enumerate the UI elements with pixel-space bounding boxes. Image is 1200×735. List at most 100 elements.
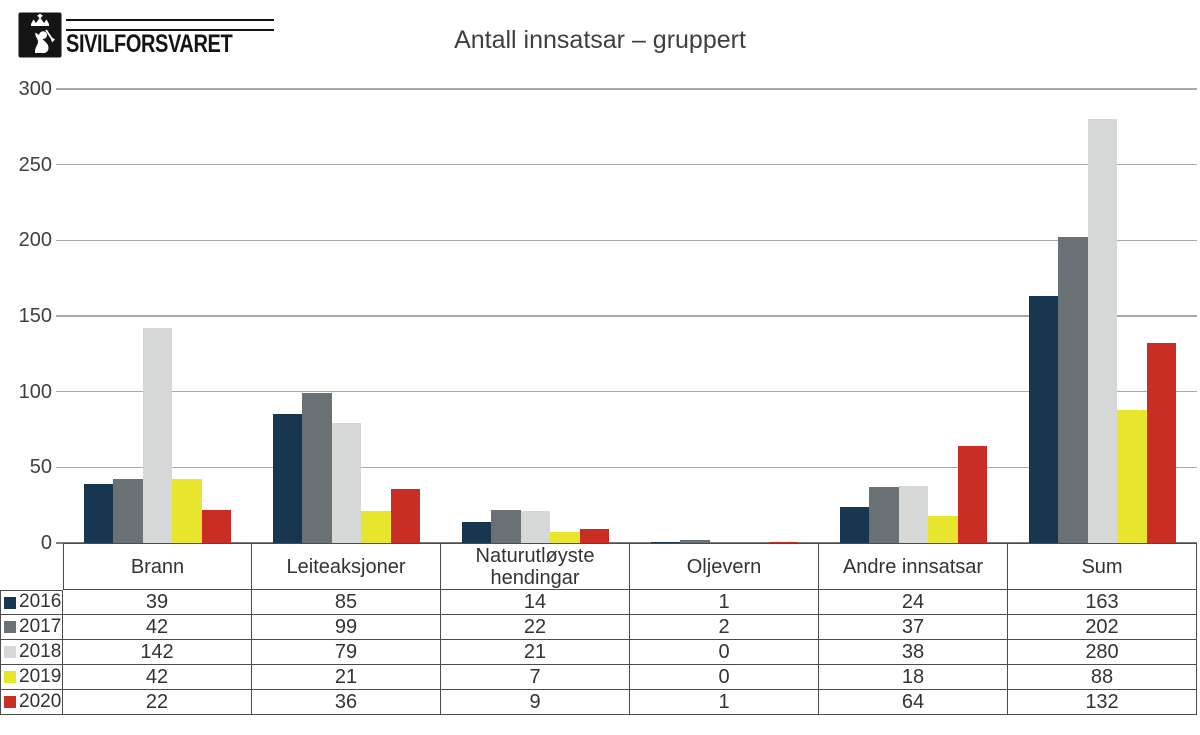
table-value-cell: 22 [441,615,630,640]
chart-bar [142,328,173,543]
table-year-cell: 2016 [0,590,63,615]
legend-swatch [4,621,16,633]
table-value-cell: 9 [441,690,630,715]
legend-swatch [4,596,16,609]
chart-bar [272,414,303,543]
legend-swatch [4,671,16,683]
chart-bar [898,485,929,543]
y-axis-label: 50 [29,456,52,479]
chart-bar [680,539,710,543]
gridline [56,390,1197,393]
table-value-cell: 21 [252,665,441,690]
table-value-cell: 38 [819,640,1008,665]
y-axis-label: 200 [18,229,52,252]
chart-bar [1058,237,1088,543]
legend-swatch [4,646,16,658]
table-value-cell: 37 [819,615,1008,640]
chart-bar [83,483,114,543]
year-label: 2016 [19,591,62,613]
chart-bar [1028,296,1059,543]
table-header-cell: Leiteaksjoner [252,543,441,590]
table-value-cell: 36 [252,690,441,715]
y-axis-label: 250 [18,153,52,176]
chart-title: Antall innsatsar – gruppert [454,26,746,54]
table-value-cell: 85 [252,590,441,615]
table-value-cell: 22 [63,690,252,715]
table-year-cell: 2017 [0,615,63,640]
gridline [56,466,1197,469]
y-axis-label: 300 [18,78,52,100]
chart-bar [1117,409,1147,543]
y-axis-label: 150 [18,305,52,327]
table-value-cell: 64 [819,690,1008,715]
gridline [56,163,1197,166]
table-year-cell: 2019 [0,665,63,690]
chart-bar [491,509,521,543]
chart-bar [172,479,202,543]
table-value-cell: 21 [441,640,630,665]
table-value-cell: 202 [1008,615,1197,640]
year-label: 2018 [19,641,62,662]
year-label: 2017 [19,616,62,637]
table-header-cell: Andre innsatsar [819,543,1008,590]
chart-bar [928,515,958,543]
table-corner-spacer [0,543,63,590]
table-value-cell: 79 [252,640,441,665]
legend-swatch [4,696,16,708]
chart-bar [113,479,143,543]
table-value-cell: 1 [630,690,819,715]
chart-bar [839,506,870,543]
gridline [56,239,1197,242]
table-value-cell: 163 [1008,590,1197,615]
table-value-cell: 132 [1008,690,1197,715]
table-value-cell: 0 [630,640,819,665]
table-value-cell: 7 [441,665,630,690]
chart-bar [201,509,232,543]
chart-bar [331,423,362,543]
table-value-cell: 0 [630,665,819,690]
chart-bar [869,487,899,543]
chart-bar [957,446,988,543]
table-value-cell: 14 [441,590,630,615]
table-header-cell: Naturutløyste hendingar [441,543,630,590]
logo-wordmark-block: SIVILFORSVARET [66,19,274,57]
chart-bar [302,393,332,543]
chart-bar [361,511,391,543]
year-label: 2019 [19,666,62,687]
table-header-cell: Sum [1008,543,1197,590]
table-value-cell: 99 [252,615,441,640]
chart-bar [579,529,610,543]
table-value-cell: 1 [630,590,819,615]
table-value-cell: 42 [63,665,252,690]
table-value-cell: 39 [63,590,252,615]
logo: SIVILFORSVARET [18,12,274,58]
chart-bar [520,511,551,543]
chart-bar [550,532,580,543]
chart-bar [1146,343,1177,543]
logo-rule-lines [66,19,274,31]
data-table: Brann Leiteaksjoner Naturutløyste hendinga… [0,543,1197,715]
year-label: 2020 [19,691,62,712]
table-value-cell: 88 [1008,665,1197,690]
y-axis-label: 100 [18,380,52,403]
table-year-cell: 2018 [0,640,63,665]
table-value-cell: 18 [819,665,1008,690]
table-value-cell: 142 [63,640,252,665]
chart-bar [1087,119,1118,543]
y-axis-label: 0 [40,532,52,554]
sivilforsvaret-crest-icon [18,12,62,58]
chart-bar [461,521,492,543]
table-value-cell: 2 [630,615,819,640]
gridline [56,88,1197,90]
chart-bar [390,488,421,543]
table-header-cell: Brann [63,543,252,590]
gridline [56,315,1197,317]
plot-area [56,88,1197,544]
table-value-cell: 42 [63,615,252,640]
logo-wordmark: SIVILFORSVARET [66,30,233,58]
table-value-cell: 280 [1008,640,1197,665]
chart-bar [768,541,799,543]
table-value-cell: 24 [819,590,1008,615]
chart-bar [650,541,681,543]
